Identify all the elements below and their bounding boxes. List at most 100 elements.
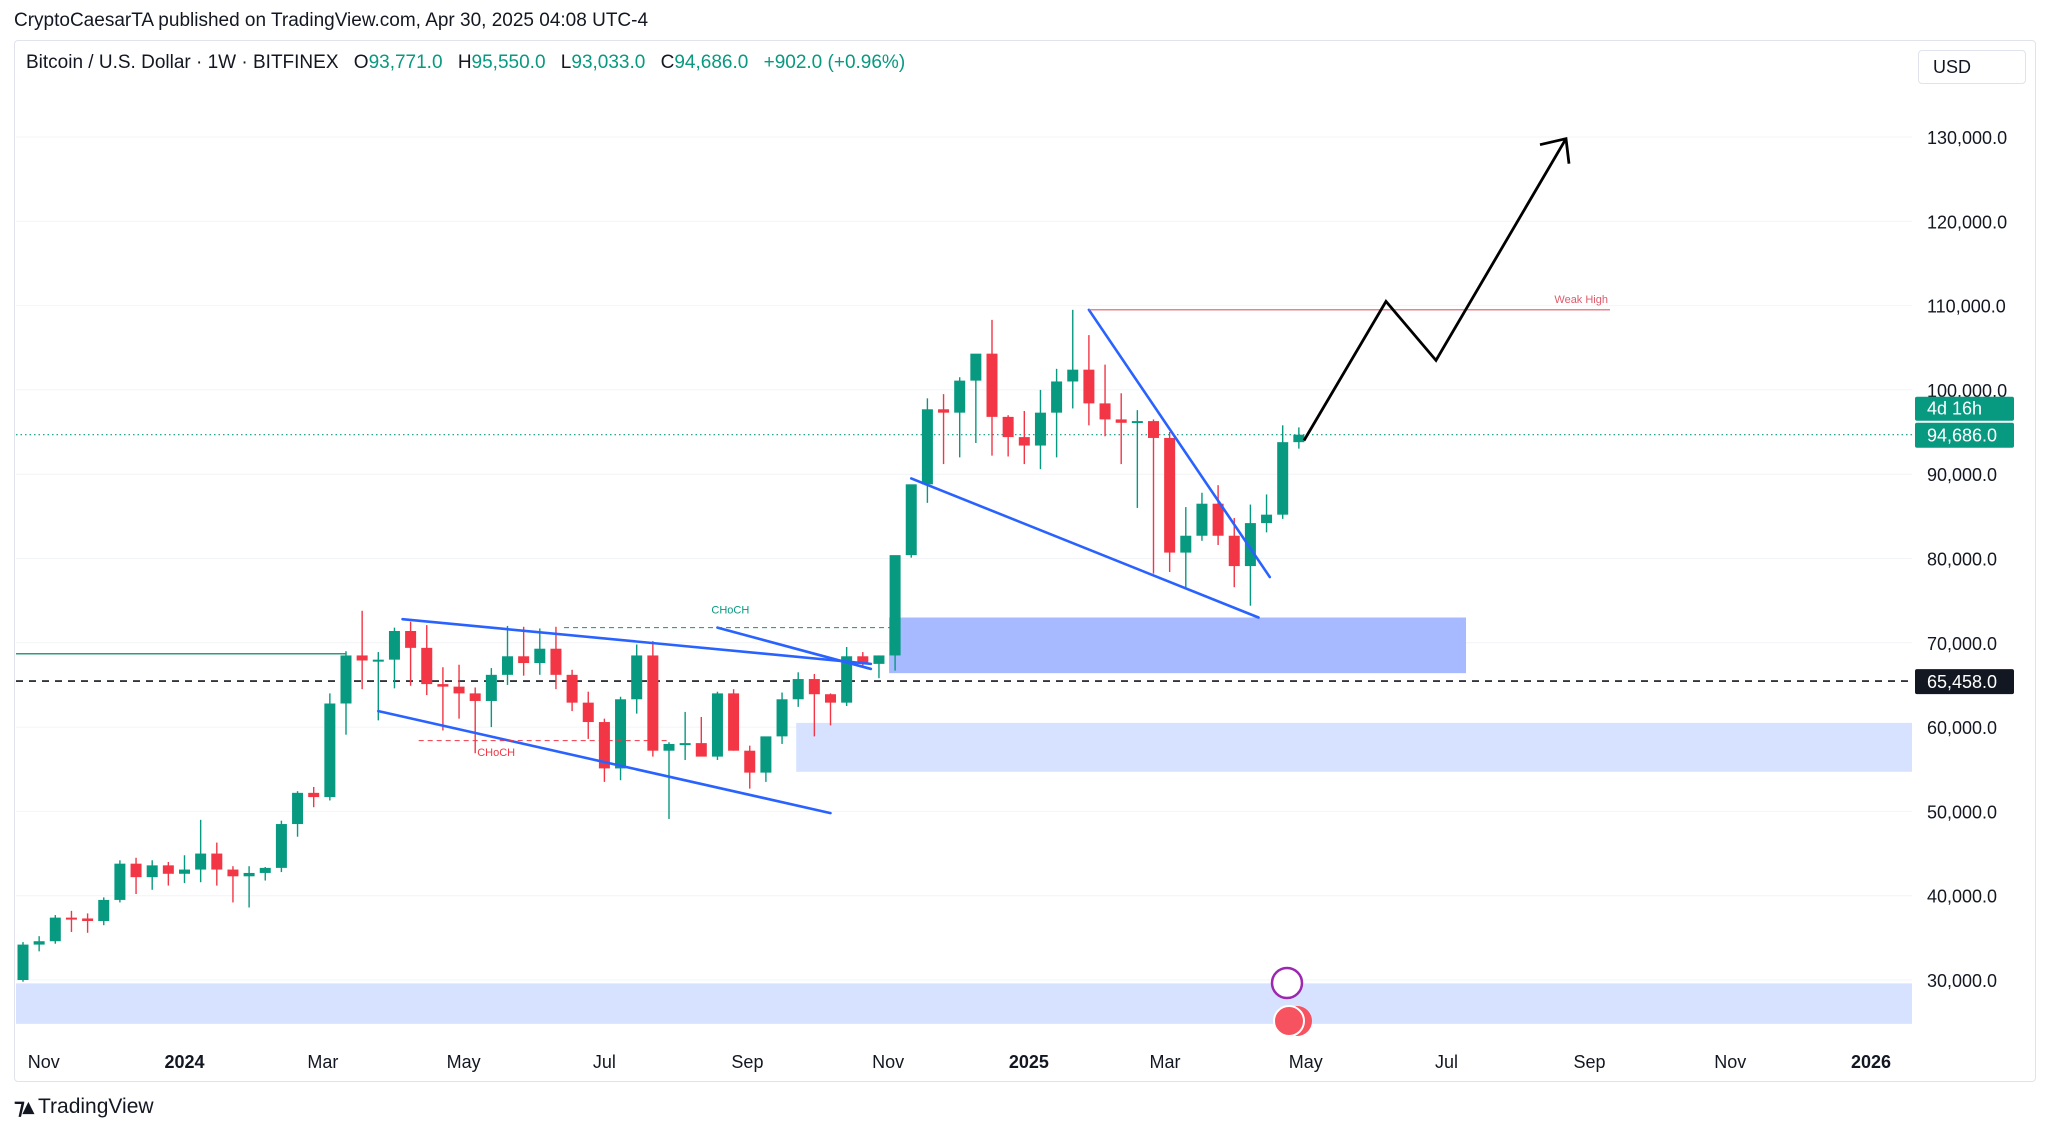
currency-button[interactable]: USD <box>1918 50 2026 84</box>
candle-body[interactable] <box>292 792 304 825</box>
candle-body[interactable] <box>82 918 94 921</box>
breakout-trendline[interactable] <box>716 626 873 671</box>
candle-body[interactable] <box>534 648 546 664</box>
candle-body[interactable] <box>421 647 433 685</box>
candle-body[interactable] <box>211 853 223 870</box>
wedge-lower-trendline[interactable] <box>909 477 1260 619</box>
candle-body[interactable] <box>857 656 869 664</box>
tradingview-logo[interactable]: ⁊▴ TradingView <box>14 1094 154 1120</box>
candle-body[interactable] <box>631 655 643 700</box>
candle-body[interactable] <box>1293 434 1305 443</box>
news-event-icon[interactable] <box>1270 966 1304 1000</box>
key-level-badge[interactable] <box>1915 669 2014 695</box>
candle-body[interactable] <box>1083 369 1095 404</box>
candle-body[interactable] <box>873 655 885 664</box>
candle-body[interactable] <box>808 679 820 695</box>
candle-body[interactable] <box>582 702 594 723</box>
candle-body[interactable] <box>518 656 530 664</box>
high-label: H <box>457 52 472 73</box>
x-axis-tick-label: May <box>447 1052 481 1072</box>
candle-body[interactable] <box>114 863 126 900</box>
candle-body[interactable] <box>1034 412 1046 446</box>
candle-body[interactable] <box>356 655 368 661</box>
candle-body[interactable] <box>663 743 675 751</box>
candle-body[interactable] <box>259 867 271 873</box>
candle-body[interactable] <box>195 853 207 870</box>
candle-body[interactable] <box>728 693 740 751</box>
candle-body[interactable] <box>98 899 110 921</box>
candle-body[interactable] <box>227 869 239 877</box>
candle-body[interactable] <box>566 674 578 703</box>
candle-body[interactable] <box>437 684 449 687</box>
wedge-upper-trendline[interactable] <box>1087 308 1272 579</box>
candle-body[interactable] <box>1051 381 1063 413</box>
candle-body[interactable] <box>841 656 853 703</box>
candle-body[interactable] <box>275 824 287 868</box>
candle-body[interactable] <box>17 944 29 980</box>
candle-body[interactable] <box>1261 514 1273 524</box>
candle-body[interactable] <box>1164 437 1176 553</box>
candle-body[interactable] <box>938 409 950 413</box>
candle-body[interactable] <box>711 693 723 757</box>
us-flag-event-icon[interactable] <box>1273 1005 1305 1037</box>
candle-body[interactable] <box>954 380 966 413</box>
candle-body[interactable] <box>550 648 562 675</box>
candle-body[interactable] <box>502 656 513 675</box>
candle-body[interactable] <box>1018 437 1030 446</box>
candle-body[interactable] <box>825 694 836 703</box>
candle-body[interactable] <box>308 792 320 798</box>
candle-body[interactable] <box>405 630 417 648</box>
candle-body[interactable] <box>792 679 804 700</box>
candle-body[interactable] <box>324 703 336 798</box>
candle-body[interactable] <box>33 941 45 945</box>
candle-body[interactable] <box>921 409 933 485</box>
candle-body[interactable] <box>1228 535 1240 567</box>
candle-body[interactable] <box>615 699 627 769</box>
candle-body[interactable] <box>695 743 707 757</box>
candle-body[interactable] <box>647 655 659 751</box>
candle-body[interactable] <box>1099 403 1111 420</box>
candle-body[interactable] <box>760 736 772 773</box>
candle-body[interactable] <box>1002 416 1014 438</box>
candle-body[interactable] <box>340 655 352 704</box>
demand-zone-mid <box>796 722 1913 772</box>
candle-body[interactable] <box>485 674 497 701</box>
candle-body[interactable] <box>776 699 788 737</box>
candle-body[interactable] <box>388 630 400 660</box>
candle-body[interactable] <box>598 722 610 769</box>
candle-body[interactable] <box>453 686 465 694</box>
candle-body[interactable] <box>1067 369 1079 382</box>
candle-body[interactable] <box>905 484 917 556</box>
candle-body[interactable] <box>986 353 998 417</box>
projection-path[interactable] <box>1302 137 1568 442</box>
candle-body[interactable] <box>130 863 142 878</box>
y-axis-tick-label: 70,000.0 <box>1927 634 1997 654</box>
y-axis-tick-label: 50,000.0 <box>1927 802 1997 822</box>
candle-body[interactable] <box>49 917 61 942</box>
candle-body[interactable] <box>469 693 481 701</box>
candle-body[interactable] <box>1148 421 1159 438</box>
candle-body[interactable] <box>1115 419 1127 423</box>
candle-body[interactable] <box>679 743 691 746</box>
candle-body[interactable] <box>1180 535 1192 553</box>
candle-body[interactable] <box>970 353 982 381</box>
candle-body[interactable] <box>179 869 190 874</box>
candle-body[interactable] <box>889 555 901 656</box>
candle-body[interactable] <box>162 865 174 874</box>
high-value: 95,550.0 <box>471 52 546 73</box>
last-price-badge[interactable] <box>1915 422 2014 448</box>
candle-body[interactable] <box>744 750 756 773</box>
candle-body[interactable] <box>1244 523 1256 567</box>
x-axis-tick-label: 2026 <box>1851 1052 1891 1072</box>
candle-body[interactable] <box>1277 442 1289 515</box>
channel-upper-trendline[interactable] <box>401 617 873 666</box>
candle-body[interactable] <box>372 659 384 662</box>
candle-body[interactable] <box>243 872 255 877</box>
candle-body[interactable] <box>1212 503 1224 536</box>
candle-body[interactable] <box>146 865 158 878</box>
channel-lower-trendline[interactable] <box>376 709 832 815</box>
candle-body[interactable] <box>1131 421 1143 424</box>
candle-body[interactable] <box>65 917 77 920</box>
candle-body[interactable] <box>1196 503 1208 536</box>
